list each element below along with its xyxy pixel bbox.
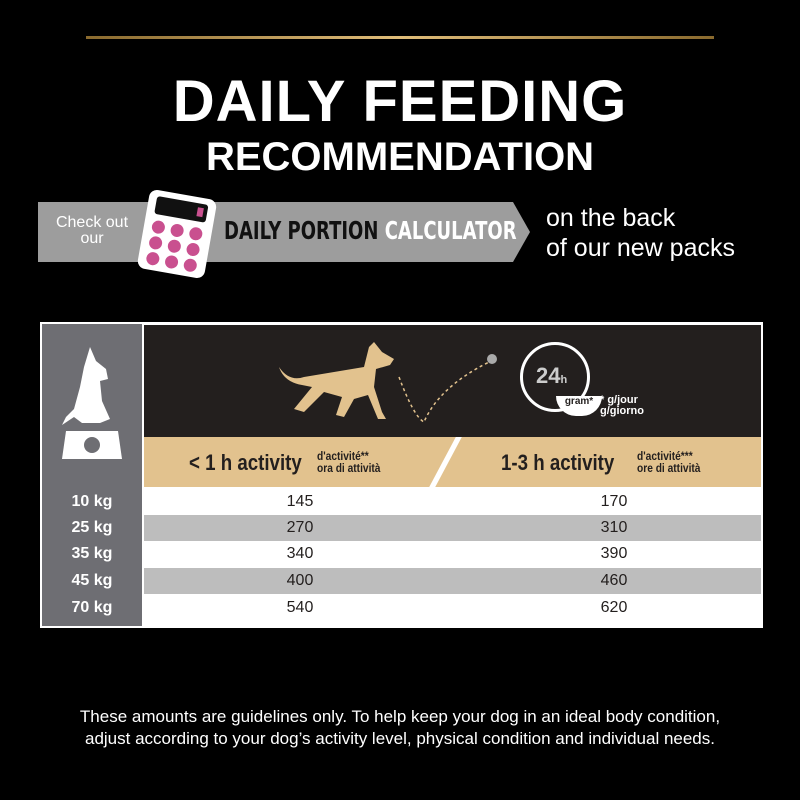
table-row: 270 310 [144,515,761,541]
low-activity-value: 270 [286,519,314,536]
weight-label: 10 kg [71,493,113,510]
high-activity-value: 390 [600,545,628,562]
gold-divider [86,36,714,39]
high-activity-value: 460 [600,572,628,589]
col2-it: ore di attività [637,461,701,475]
unit-note-fr: * g/jour [600,394,638,406]
table-row: 400 460 [144,568,761,594]
table-row: 340 390 [144,541,761,567]
daily-portion-calculator-label: DAILY PORTION CALCULATOR [224,216,517,245]
weight-label: 35 kg [71,545,113,562]
disclaimer-line-2: adjust according to your dog’s activity … [84,729,715,748]
calculator-icon [136,188,218,280]
table-row: 540 620 [144,595,761,621]
disclaimer-line-1: These amounts are guidelines only. To he… [79,707,721,726]
weight-label: 25 kg [71,519,113,536]
clock-hours: 24 [536,363,561,388]
low-activity-value: 340 [286,545,314,562]
page-subtitle: RECOMMENDATION [205,135,595,179]
back-line-1: on the back [546,204,676,232]
col2-fr: d'activité*** [637,449,693,463]
low-activity-value: 145 [286,493,314,510]
calculator-banner [38,202,530,262]
clock-unit: h [560,374,568,386]
high-activity-value: 170 [600,493,628,510]
disclaimer: These amounts are guidelines only. To he… [0,706,800,750]
table-row: 145 170 [144,489,761,515]
daily-portion-text: DAILY PORTION [224,216,379,245]
clock-label: 24h [536,363,567,389]
col1-activity-translations: d'activité** ora di attività [317,450,380,474]
col2-activity-translations: d'activité*** ore di attività [637,450,700,474]
col1-activity-label: < 1 h activity [189,450,302,475]
table-header-icons: 24h gram* * g/jour g/giorno [144,325,761,437]
high-activity-value: 620 [600,599,628,616]
back-of-pack-text: on the back of our new packs [546,203,735,263]
calculator-text: CALCULATOR [384,216,517,245]
high-activity-value: 310 [600,519,628,536]
check-out-text: Check out our [55,214,129,247]
unit-note-it: g/giorno [600,405,644,417]
clock-icon [520,342,590,412]
page-title: DAILY FEEDING [172,69,628,134]
weight-label: 70 kg [71,599,113,616]
col1-it: ora di attività [317,461,381,475]
col1-fr: d'activité** [317,449,369,463]
unit-note: * g/jour g/giorno [600,395,644,417]
col2-activity-label: 1-3 h activity [501,450,615,475]
feeding-table: 24h gram* * g/jour g/giorno < 1 h activit… [40,322,763,628]
low-activity-value: 540 [286,599,314,616]
low-activity-value: 400 [286,572,314,589]
bowl-icon: gram* [556,396,602,416]
weight-label: 45 kg [71,572,113,589]
dog-on-scale-icon [62,347,122,459]
weight-column [42,324,142,626]
back-line-2: of our new packs [546,234,735,262]
running-dog-icon [279,342,497,424]
